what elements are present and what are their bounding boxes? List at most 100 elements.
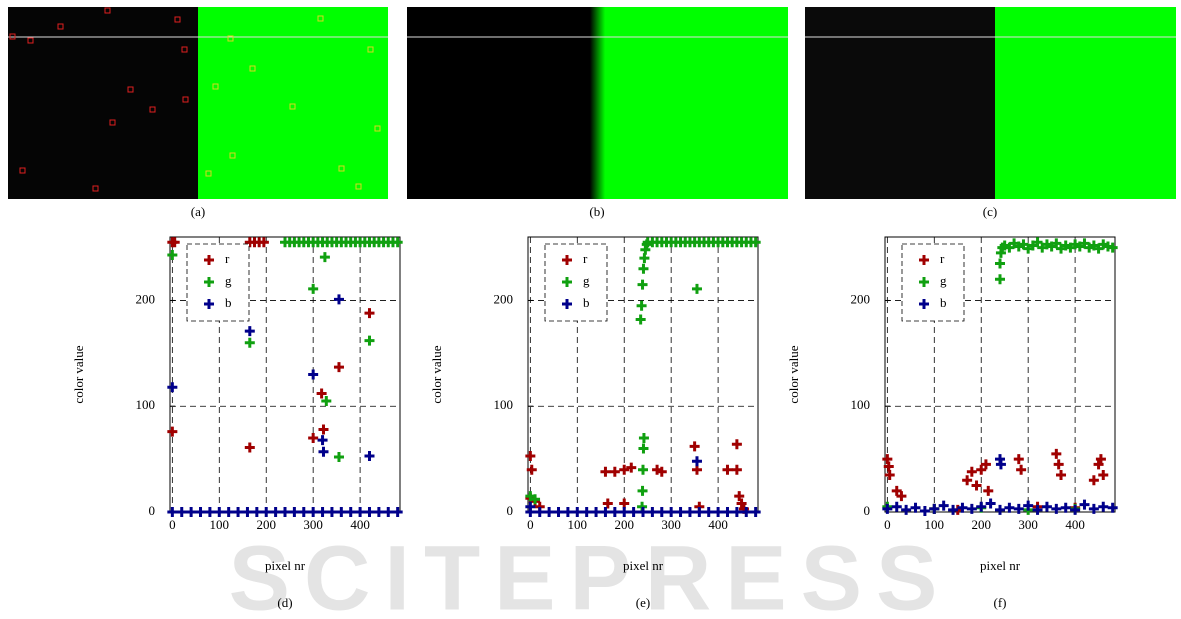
- point: [1016, 465, 1026, 475]
- point: [1051, 449, 1061, 459]
- point: [901, 505, 911, 515]
- point: [334, 294, 344, 304]
- point: [563, 507, 573, 517]
- x-tick-label: 200: [614, 517, 634, 532]
- x-tick-label: 400: [708, 517, 728, 532]
- y-tick-label: 0: [149, 503, 156, 518]
- x-tick-label: 100: [925, 517, 945, 532]
- legend-label: b: [940, 295, 947, 310]
- point: [318, 425, 328, 435]
- y-tick-label: 100: [494, 397, 514, 412]
- x-tick-label: 100: [568, 517, 588, 532]
- legend-label: r: [583, 251, 588, 266]
- point: [383, 507, 393, 517]
- y-tick-label: 100: [136, 397, 156, 412]
- point: [1004, 503, 1014, 513]
- point: [995, 505, 1005, 515]
- point: [233, 507, 243, 517]
- point: [205, 507, 215, 517]
- point: [334, 362, 344, 372]
- point: [636, 315, 646, 325]
- point: [983, 486, 993, 496]
- y-tick-label: 200: [494, 291, 514, 306]
- point: [355, 507, 365, 517]
- point: [986, 499, 996, 509]
- point: [629, 507, 639, 517]
- point: [318, 507, 328, 517]
- x-tick-label: 200: [971, 517, 991, 532]
- point: [638, 444, 648, 454]
- legend-label: b: [225, 295, 232, 310]
- point: [280, 507, 290, 517]
- point: [685, 507, 695, 517]
- x-tick-label: 0: [884, 517, 891, 532]
- point: [1098, 470, 1108, 480]
- point: [610, 507, 620, 517]
- legend-box: [902, 244, 964, 321]
- point: [610, 467, 620, 477]
- point: [713, 507, 723, 517]
- point: [186, 507, 196, 517]
- point: [1079, 500, 1089, 510]
- image-caption: (a): [191, 204, 205, 219]
- point: [167, 427, 177, 437]
- image-a: [8, 7, 388, 199]
- point: [346, 507, 356, 517]
- point: [572, 507, 582, 517]
- x-tick-label: 400: [1065, 517, 1085, 532]
- point: [690, 441, 700, 451]
- y-tick-label: 200: [851, 291, 871, 306]
- point: [308, 507, 318, 517]
- x-tick-label: 300: [303, 517, 323, 532]
- point: [318, 435, 328, 445]
- series: [882, 454, 1117, 516]
- x-axis-label: pixel nr: [265, 558, 306, 573]
- x-tick-label: 200: [256, 517, 276, 532]
- point: [214, 507, 224, 517]
- point: [638, 280, 648, 290]
- legend-label: g: [940, 273, 947, 288]
- point: [694, 507, 704, 517]
- point: [535, 507, 545, 517]
- point: [336, 507, 346, 517]
- legend-label: g: [225, 273, 232, 288]
- point: [582, 507, 592, 517]
- point: [544, 507, 554, 517]
- point: [732, 439, 742, 449]
- point: [308, 433, 318, 443]
- point: [676, 507, 686, 517]
- point: [1108, 503, 1118, 513]
- y-tick-label: 100: [851, 397, 871, 412]
- point: [308, 284, 318, 294]
- point: [299, 507, 309, 517]
- point: [639, 433, 649, 443]
- point: [657, 507, 667, 517]
- point: [364, 336, 374, 346]
- point: [692, 456, 702, 466]
- point: [364, 451, 374, 461]
- point: [892, 502, 902, 512]
- point: [972, 481, 982, 491]
- legend-label: g: [583, 273, 590, 288]
- point: [722, 507, 732, 517]
- point: [318, 447, 328, 457]
- point: [271, 507, 281, 517]
- point: [885, 470, 895, 480]
- point: [525, 451, 535, 461]
- point: [1056, 470, 1066, 480]
- point: [692, 284, 702, 294]
- point: [920, 506, 930, 516]
- point: [1089, 475, 1099, 485]
- point: [1054, 459, 1064, 469]
- point: [308, 370, 318, 380]
- x-axis-label: pixel nr: [623, 558, 664, 573]
- y-axis-label: color value: [71, 345, 86, 403]
- point: [647, 507, 657, 517]
- caption: (e): [636, 595, 650, 610]
- y-tick-label: 0: [507, 503, 514, 518]
- y-axis-label: color value: [786, 345, 801, 403]
- legend-box: [545, 244, 607, 321]
- y-tick-label: 200: [136, 291, 156, 306]
- point: [619, 507, 629, 517]
- point: [600, 467, 610, 477]
